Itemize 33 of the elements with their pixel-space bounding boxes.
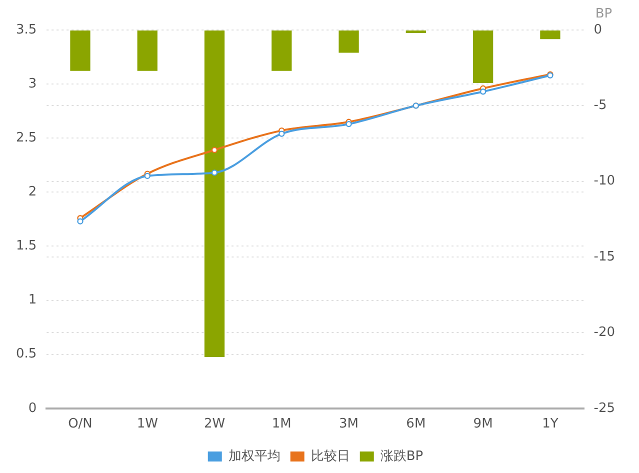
- y-tick-label: 1.5: [16, 238, 37, 254]
- point: [211, 146, 218, 154]
- point: [211, 170, 218, 176]
- y-tick-label: 2: [28, 184, 37, 200]
- y2-tick-label: -10: [594, 174, 615, 189]
- legend-label: 加权平均: [228, 448, 280, 464]
- y2-tick-label: -5: [594, 98, 607, 114]
- y2-tick-label: -25: [594, 400, 615, 416]
- y-tick-label: 1: [28, 292, 37, 308]
- y-tick-label: 0.5: [16, 346, 37, 362]
- point: [480, 88, 486, 95]
- y-tick-label: 2.5: [16, 130, 37, 146]
- y2-axis-title: BP: [595, 6, 612, 22]
- x-tick-label: 6M: [406, 416, 426, 432]
- point: [77, 218, 84, 224]
- y-tick-label: 3: [28, 76, 37, 92]
- y2-tick-label: 0: [594, 22, 602, 38]
- x-tick-label: O/N: [68, 416, 92, 432]
- y2-tick-label: -15: [594, 249, 615, 264]
- y-tick-label: 3.5: [16, 22, 37, 38]
- y2-tick-label: -20: [594, 325, 615, 340]
- point: [278, 130, 285, 137]
- x-tick-label: 1Y: [542, 416, 558, 432]
- x-tick-label: 9M: [473, 416, 493, 432]
- x-tick-label: 1M: [272, 416, 292, 432]
- y-tick-label: 0: [28, 400, 37, 416]
- point: [346, 120, 352, 128]
- legend-label: 比较日: [310, 448, 350, 464]
- legend-label: 涨跌BP: [380, 448, 424, 464]
- x-tick-label: 2W: [204, 416, 226, 432]
- x-tick-label: 3M: [339, 416, 359, 432]
- x-tick-label: 1W: [136, 416, 158, 432]
- point: [144, 172, 150, 180]
